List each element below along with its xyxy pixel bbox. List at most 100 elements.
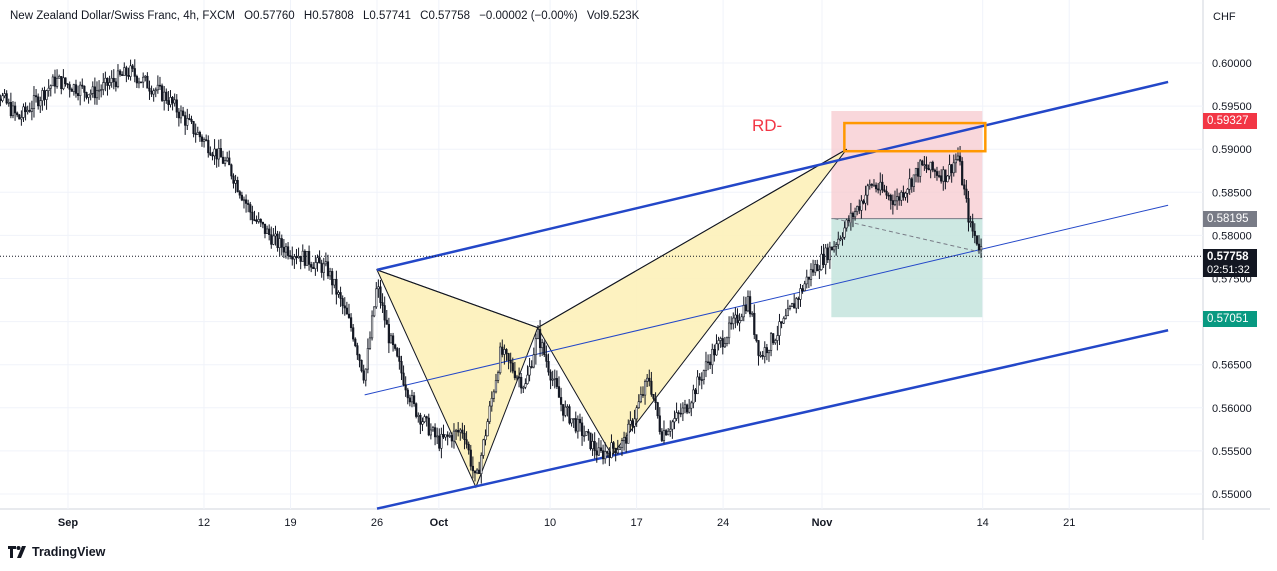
candle-body [11,105,15,117]
candle-body [87,94,90,98]
candle-body [891,200,894,205]
candle-body [507,353,510,361]
tradingview-logo[interactable]: TradingView [8,545,105,559]
candle-body [606,451,609,454]
candle-body [839,238,842,241]
candle-body [114,81,117,87]
candle-body [97,89,101,92]
candle-body [314,262,317,270]
candle-body [37,96,40,107]
candle-body [385,319,388,325]
candle-body [767,350,771,354]
candle-body [270,234,273,245]
price-tick-label: 0.55000 [1212,489,1252,501]
time-tick-label: Nov [812,517,834,529]
candle-body [467,443,470,451]
candle-body [940,175,943,182]
candle-body [463,432,466,440]
candle-body [307,251,311,265]
candle-body [604,451,607,460]
candle-body [53,76,57,87]
candle-body [975,235,978,245]
candle-body [538,329,542,349]
candle-body [450,435,453,442]
candle-body [635,407,638,420]
candle-body [230,164,233,177]
candle-body [868,184,871,187]
candle-body [345,307,348,315]
candle-body [341,298,344,307]
candle-body [425,416,428,419]
volume-value: Vol9.523K [586,10,640,22]
candle-body [175,99,178,113]
candle-body [3,93,6,97]
candle-body [805,276,808,285]
candle-body [971,221,974,232]
candle-body [123,67,126,76]
candle-body [211,154,214,157]
candle-body [979,246,983,251]
candle-body [244,199,248,204]
candle-body [373,306,376,317]
candle-body [780,321,783,324]
candle-body [837,238,840,246]
candle-body [171,97,174,104]
candle-body [517,376,521,379]
candle-body [251,211,254,221]
candle-body [492,391,495,399]
candle-body [845,219,848,229]
candle-body [656,402,659,417]
candle-body [354,338,357,346]
candle-body [394,344,397,349]
candle-body [778,321,781,336]
candle-body [616,449,619,454]
candle-body [95,90,99,99]
rd-annotation[interactable]: RD- [752,116,783,135]
symbol-title[interactable]: New Zealand Dollar/Swiss Franc, 4h, FXCM [10,10,235,22]
candle-body [505,349,508,354]
price-tick-label: 0.58500 [1212,187,1252,199]
candle-body [312,266,315,270]
candle-body [727,322,731,339]
candle-body [156,84,159,91]
candle-body [826,247,829,261]
candle-body [685,404,689,413]
candle-body [7,101,10,104]
candle-body [961,161,964,186]
price-tick-label: 0.56500 [1212,360,1252,372]
candle-body [28,109,31,112]
candle-body [933,169,936,172]
candle-body [788,306,792,309]
candle-body [721,338,724,348]
candle-body [965,188,968,199]
candle-body [221,156,225,164]
candle-body [973,230,976,236]
candle-body [795,298,798,309]
candle-body [916,168,920,177]
candle-body [196,132,199,135]
currency-label: CHF [1213,11,1236,23]
candle-body [843,227,846,238]
candle-body [835,244,838,247]
candle-body [349,317,353,329]
candle-body [106,77,109,86]
candle-body [706,361,710,364]
candle-body [41,90,44,102]
candle-body [912,174,915,187]
candle-body [963,184,966,190]
candle-body [681,407,684,415]
candle-body [921,160,924,166]
candle-body [520,376,523,389]
candle-body [732,317,735,325]
candle-body [690,402,693,409]
price-tick-label: 0.58000 [1212,230,1252,242]
candle-body [559,397,563,405]
candle-body [289,255,292,257]
candle-body [637,401,640,409]
candle-body [139,81,143,84]
candle-body [534,338,537,356]
overlay [0,121,1203,257]
candle-body [70,89,73,92]
candle-body [574,418,577,432]
